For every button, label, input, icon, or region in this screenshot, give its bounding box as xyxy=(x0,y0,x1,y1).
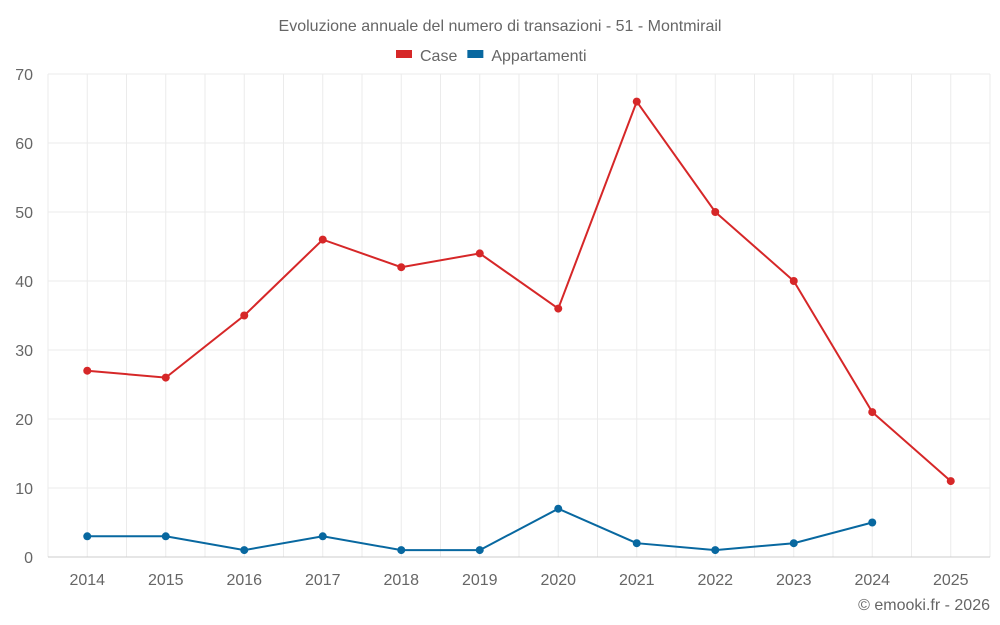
data-point xyxy=(632,539,641,548)
x-tick-label: 2023 xyxy=(776,572,812,589)
data-point xyxy=(554,504,563,513)
y-axis: 0 10 20 30 40 50 60 70 xyxy=(15,67,33,567)
data-point xyxy=(161,373,170,382)
data-point xyxy=(868,408,877,417)
legend-swatch xyxy=(396,50,412,58)
data-point xyxy=(554,304,563,313)
data-point xyxy=(83,532,92,541)
legend: Case Appartamenti xyxy=(396,48,587,65)
data-point xyxy=(397,546,406,555)
data-point xyxy=(711,546,720,555)
legend-swatch xyxy=(467,50,484,58)
x-tick-label: 2024 xyxy=(854,572,890,589)
data-point xyxy=(475,249,484,258)
data-point xyxy=(946,477,955,486)
y-tick-label: 30 xyxy=(15,343,33,360)
x-axis: 2014 2015 2016 2017 2018 2019 2020 2021 2022 2023… xyxy=(69,572,968,589)
series-group xyxy=(83,97,955,555)
data-point xyxy=(318,235,327,244)
y-tick-label: 40 xyxy=(15,274,33,291)
x-tick-label: 2017 xyxy=(305,572,341,589)
credit: © emooki.fr - 2026 xyxy=(858,597,990,614)
data-point xyxy=(240,311,249,320)
data-point xyxy=(868,518,877,527)
x-tick-label: 2015 xyxy=(148,572,184,589)
data-point xyxy=(711,208,720,216)
y-tick-label: 70 xyxy=(15,67,33,84)
x-tick-label: 2019 xyxy=(462,572,498,589)
x-tick-label: 2016 xyxy=(226,572,262,589)
data-point xyxy=(475,546,484,555)
data-point xyxy=(632,97,641,106)
data-point xyxy=(397,263,406,272)
y-tick-label: 60 xyxy=(15,136,33,153)
data-point xyxy=(240,546,249,555)
series-appartamenti xyxy=(83,504,877,555)
x-tick-label: 2025 xyxy=(933,572,969,589)
data-point xyxy=(789,539,798,548)
data-point xyxy=(789,277,798,285)
x-tick-label: 2021 xyxy=(619,572,655,589)
y-tick-label: 50 xyxy=(15,205,33,222)
legend-label: Case xyxy=(420,48,457,65)
y-tick-label: 20 xyxy=(15,412,33,429)
data-point xyxy=(83,366,92,375)
chart-title: Evoluzione annuale del numero di transaz… xyxy=(279,18,722,35)
legend-label: Appartamenti xyxy=(491,48,586,65)
x-tick-label: 2022 xyxy=(697,572,733,589)
data-point xyxy=(161,532,170,541)
x-tick-label: 2018 xyxy=(383,572,419,589)
x-tick-label: 2020 xyxy=(540,572,576,589)
y-tick-label: 0 xyxy=(24,550,33,567)
gridlines xyxy=(47,73,991,558)
series-line xyxy=(87,99,952,482)
y-tick-label: 10 xyxy=(15,481,33,498)
data-point xyxy=(318,532,327,541)
series-case xyxy=(83,97,955,486)
x-tick-label: 2014 xyxy=(69,572,105,589)
